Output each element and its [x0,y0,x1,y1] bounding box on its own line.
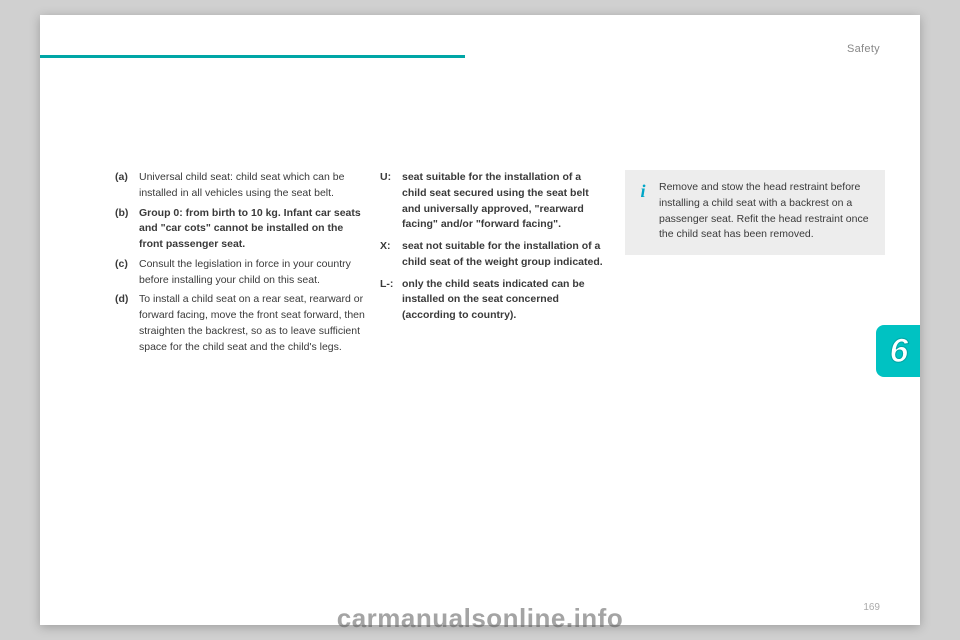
section-label: Safety [847,43,880,55]
chapter-number: 6 [890,332,909,371]
footnote-key: (b) [115,206,139,253]
chapter-tab: 6 [876,325,920,377]
footnote-key: (a) [115,170,139,202]
def-u: U: seat suitable for the installation of… [380,170,605,233]
def-l: L-: only the child seats indicated can b… [380,277,605,324]
footnote-text: To install a child seat on a rear seat, … [139,292,365,355]
def-key: X: [380,239,402,271]
footnote-text: Consult the legislation in force in your… [139,257,365,289]
footnote-key: (d) [115,292,139,355]
manual-page: Safety (a) Universal child seat: child s… [40,15,920,625]
footnote-c: (c) Consult the legislation in force in … [115,257,365,289]
footnote-text: Group 0: from birth to 10 kg. Infant car… [139,206,365,253]
footnotes-column: (a) Universal child seat: child seat whi… [115,170,365,359]
footnote-a: (a) Universal child seat: child seat whi… [115,170,365,202]
accent-rule [40,55,465,58]
info-icon: i [635,178,651,205]
footnote-b: (b) Group 0: from birth to 10 kg. Infant… [115,206,365,253]
def-x: X: seat not suitable for the installatio… [380,239,605,271]
def-text: only the child seats indicated can be in… [402,277,605,324]
info-callout: i Remove and stow the head restraint bef… [625,170,885,255]
footnote-d: (d) To install a child seat on a rear se… [115,292,365,355]
def-key: L-: [380,277,402,324]
def-text: seat not suitable for the installation o… [402,239,605,271]
page-number: 169 [863,602,880,613]
def-text: seat suitable for the installation of a … [402,170,605,233]
definitions-column: U: seat suitable for the installation of… [380,170,605,330]
def-key: U: [380,170,402,233]
info-text: Remove and stow the head restraint befor… [659,180,873,243]
footnote-key: (c) [115,257,139,289]
footnote-text: Universal child seat: child seat which c… [139,170,365,202]
